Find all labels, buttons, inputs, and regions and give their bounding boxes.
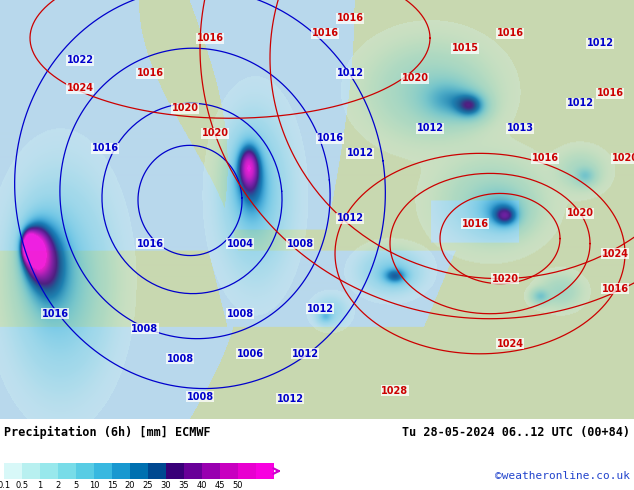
Text: 1024: 1024 <box>602 248 628 259</box>
Text: 1020: 1020 <box>491 273 519 284</box>
Text: 0.1: 0.1 <box>0 481 11 490</box>
Text: 1012: 1012 <box>306 304 333 314</box>
Text: 1006: 1006 <box>236 349 264 359</box>
Text: 1020: 1020 <box>202 128 228 138</box>
Text: 1016: 1016 <box>531 153 559 163</box>
Text: 1004: 1004 <box>226 239 254 248</box>
Text: 1012: 1012 <box>347 148 373 158</box>
Text: ©weatheronline.co.uk: ©weatheronline.co.uk <box>495 470 630 481</box>
Text: 1016: 1016 <box>41 309 68 318</box>
Text: 20: 20 <box>125 481 135 490</box>
Text: 1016: 1016 <box>337 13 363 23</box>
Text: 1016: 1016 <box>91 144 119 153</box>
Text: 5: 5 <box>74 481 79 490</box>
Text: 1016: 1016 <box>597 88 623 98</box>
Text: 1012: 1012 <box>567 98 593 108</box>
Bar <box>94 464 112 479</box>
Bar <box>202 464 220 479</box>
Text: 1008: 1008 <box>287 239 314 248</box>
Text: Precipitation (6h) [mm] ECMWF: Precipitation (6h) [mm] ECMWF <box>4 426 210 439</box>
Text: 40: 40 <box>197 481 207 490</box>
Text: 1012: 1012 <box>337 214 363 223</box>
Text: 1008: 1008 <box>186 392 214 402</box>
Text: 1020: 1020 <box>172 103 198 113</box>
Text: 1020: 1020 <box>401 73 429 83</box>
Text: 25: 25 <box>143 481 153 490</box>
Text: 0.5: 0.5 <box>15 481 29 490</box>
Text: 1016: 1016 <box>462 219 489 228</box>
Text: 1016: 1016 <box>311 28 339 38</box>
Bar <box>220 464 238 479</box>
Text: 35: 35 <box>179 481 190 490</box>
Bar <box>148 464 166 479</box>
Text: 1016: 1016 <box>496 28 524 38</box>
Text: 1: 1 <box>37 481 42 490</box>
Text: 1012: 1012 <box>337 68 363 78</box>
Text: 1016: 1016 <box>197 33 224 43</box>
Bar <box>4 464 22 479</box>
Bar <box>58 464 76 479</box>
Bar <box>130 464 148 479</box>
Bar <box>166 464 184 479</box>
Text: 10: 10 <box>89 481 100 490</box>
Text: 1012: 1012 <box>276 394 304 404</box>
Bar <box>112 464 130 479</box>
Text: 1012: 1012 <box>586 38 614 48</box>
Text: 30: 30 <box>160 481 171 490</box>
Bar <box>238 464 256 479</box>
Text: 1008: 1008 <box>226 309 254 318</box>
Text: 1012: 1012 <box>417 123 444 133</box>
Text: 1015: 1015 <box>451 43 479 53</box>
Text: 1022: 1022 <box>67 55 93 65</box>
Bar <box>256 464 274 479</box>
Text: 1024: 1024 <box>496 339 524 349</box>
Bar <box>184 464 202 479</box>
Text: 45: 45 <box>215 481 225 490</box>
Text: 1008: 1008 <box>167 354 193 364</box>
Text: 1020: 1020 <box>567 208 593 219</box>
Text: 1016: 1016 <box>602 284 628 294</box>
Text: 1008: 1008 <box>131 324 158 334</box>
Bar <box>40 464 58 479</box>
Text: 1012: 1012 <box>292 349 318 359</box>
Text: 1016: 1016 <box>136 239 164 248</box>
Bar <box>76 464 94 479</box>
Bar <box>22 464 40 479</box>
Text: 1016: 1016 <box>316 133 344 143</box>
Text: 1024: 1024 <box>67 83 93 93</box>
Text: Tu 28-05-2024 06..12 UTC (00+84): Tu 28-05-2024 06..12 UTC (00+84) <box>402 426 630 439</box>
Text: 1020: 1020 <box>612 153 634 163</box>
Text: 50: 50 <box>233 481 243 490</box>
Text: 1013: 1013 <box>507 123 533 133</box>
Text: 2: 2 <box>55 481 61 490</box>
Text: 1016: 1016 <box>136 68 164 78</box>
Text: 15: 15 <box>107 481 117 490</box>
Text: 1028: 1028 <box>382 386 408 396</box>
